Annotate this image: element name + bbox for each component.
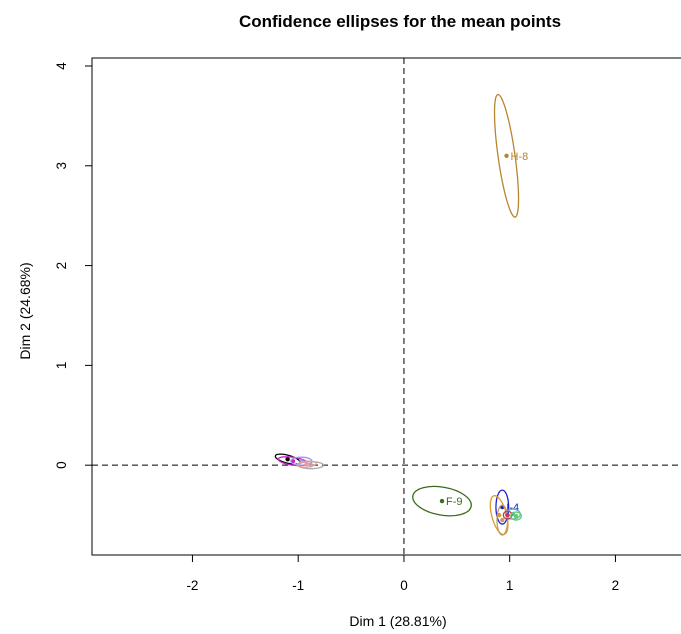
- mean-point: [505, 512, 510, 518]
- mean-point: [304, 461, 309, 467]
- x-tick-label: 0: [400, 578, 408, 593]
- y-tick-label: 1: [54, 362, 69, 370]
- point-label: F-9: [446, 496, 463, 508]
- plot-frame: [91, 57, 681, 556]
- x-tick-label: -2: [186, 578, 198, 593]
- plot-area: H-8F-9 I-4: [91, 57, 681, 556]
- point-label: H-8: [511, 151, 529, 163]
- confidence-ellipse: [510, 511, 522, 521]
- chart-title: Confidence ellipses for the mean points: [239, 12, 561, 31]
- mean-point: [285, 456, 290, 462]
- y-tick-label: 3: [54, 162, 69, 170]
- y-tick-label: 2: [54, 262, 69, 270]
- mean-point: [500, 517, 505, 523]
- mean-point: [504, 153, 509, 159]
- y-tick-label: 0: [54, 461, 69, 469]
- axis-ticks: -2 -1 0 1 2 0 1 2 3 4: [54, 62, 619, 593]
- confidence-ellipse: [412, 485, 472, 517]
- y-tick-label: 4: [54, 62, 69, 70]
- confidence-ellipse: [496, 504, 509, 536]
- x-tick-label: -1: [292, 578, 304, 593]
- confidence-ellipse: [502, 510, 513, 520]
- x-axis-label: Dim 1 (28.81%): [349, 613, 446, 629]
- x-tick-label: 2: [612, 578, 620, 593]
- mean-point: [513, 513, 519, 519]
- confidence-ellipse: [493, 93, 520, 218]
- mean-point: [439, 498, 445, 504]
- confidence-ellipse: [296, 460, 317, 468]
- y-axis-label: Dim 2 (24.68%): [17, 262, 33, 359]
- confidence-ellipse: [495, 489, 510, 525]
- x-tick-label: 1: [506, 578, 514, 593]
